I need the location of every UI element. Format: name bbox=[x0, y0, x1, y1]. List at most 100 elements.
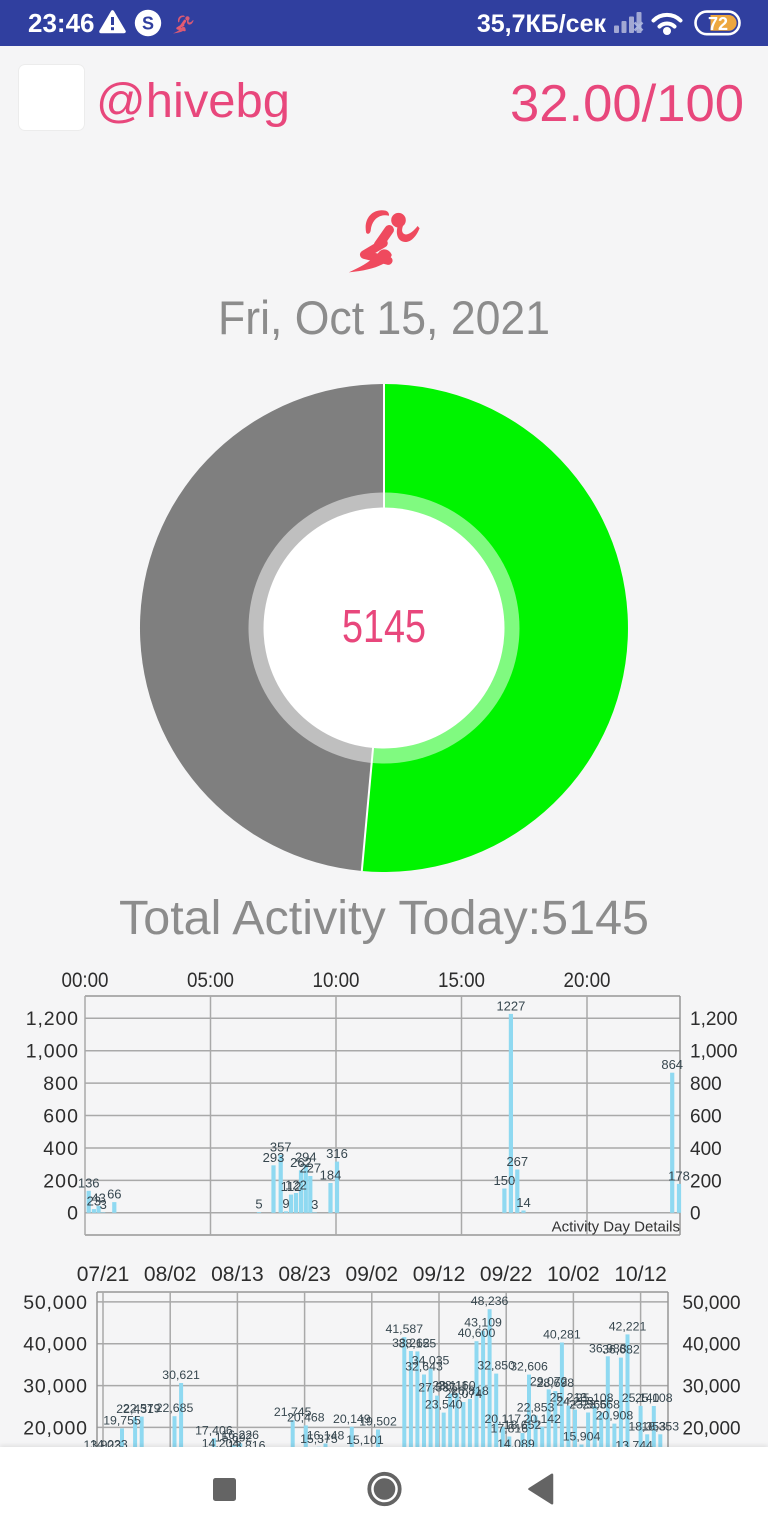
svg-text:23: 23 bbox=[87, 1194, 101, 1209]
svg-text:600: 600 bbox=[43, 1105, 78, 1127]
svg-text:864: 864 bbox=[661, 1057, 683, 1072]
svg-text:Fri, Oct 15, 2021: Fri, Oct 15, 2021 bbox=[218, 291, 550, 344]
svg-text:0: 0 bbox=[690, 1204, 701, 1225]
svg-text:28,160: 28,160 bbox=[438, 1378, 476, 1392]
svg-text:20,000: 20,000 bbox=[683, 1418, 741, 1439]
svg-text:13,744: 13,744 bbox=[615, 1439, 653, 1453]
svg-text:25,213: 25,213 bbox=[550, 1391, 588, 1405]
svg-text:09/12: 09/12 bbox=[413, 1263, 466, 1286]
svg-text:5: 5 bbox=[255, 1197, 262, 1212]
svg-text:10/12: 10/12 bbox=[614, 1263, 667, 1286]
svg-text:400: 400 bbox=[43, 1138, 78, 1160]
svg-text:26,074: 26,074 bbox=[445, 1387, 483, 1401]
svg-text:16,148: 16,148 bbox=[307, 1429, 345, 1443]
svg-text:23:46: 23:46 bbox=[28, 8, 95, 38]
svg-text:08/23: 08/23 bbox=[278, 1263, 331, 1286]
svg-text:1,200: 1,200 bbox=[26, 1008, 78, 1030]
svg-text:10:00: 10:00 bbox=[313, 969, 360, 992]
svg-text:23,540: 23,540 bbox=[425, 1398, 463, 1412]
svg-text:294: 294 bbox=[295, 1150, 317, 1165]
svg-text:18,353: 18,353 bbox=[641, 1419, 679, 1433]
svg-text:1227: 1227 bbox=[496, 998, 525, 1013]
svg-text:18,353: 18,353 bbox=[628, 1419, 666, 1433]
svg-text:16,226: 16,226 bbox=[221, 1428, 259, 1442]
svg-text:00:00: 00:00 bbox=[62, 969, 109, 992]
svg-text:20,000: 20,000 bbox=[23, 1417, 87, 1439]
svg-text:24,253: 24,253 bbox=[556, 1395, 594, 1409]
svg-text:18,652: 18,652 bbox=[504, 1418, 542, 1432]
svg-text:30,000: 30,000 bbox=[683, 1377, 741, 1398]
svg-text:14,204: 14,204 bbox=[202, 1437, 240, 1451]
svg-text:20,117: 20,117 bbox=[484, 1412, 521, 1426]
svg-text:13,923: 13,923 bbox=[83, 1438, 121, 1452]
svg-text:40,281: 40,281 bbox=[543, 1328, 581, 1342]
svg-text:21,745: 21,745 bbox=[274, 1405, 312, 1419]
svg-text:400: 400 bbox=[690, 1139, 722, 1160]
svg-text:1,000: 1,000 bbox=[690, 1042, 738, 1063]
svg-text:34,035: 34,035 bbox=[412, 1354, 450, 1368]
svg-text:41,587: 41,587 bbox=[385, 1322, 423, 1336]
svg-text:Total Activity Today:5145: Total Activity Today:5145 bbox=[119, 892, 649, 945]
svg-text:25,140: 25,140 bbox=[622, 1391, 660, 1405]
svg-text:25,108: 25,108 bbox=[576, 1391, 614, 1405]
svg-text:293: 293 bbox=[263, 1150, 285, 1165]
svg-text:178: 178 bbox=[668, 1168, 690, 1183]
svg-text:05:00: 05:00 bbox=[187, 969, 234, 992]
svg-text:S: S bbox=[142, 14, 154, 34]
svg-text:17,406: 17,406 bbox=[195, 1423, 233, 1437]
svg-text:20:00: 20:00 bbox=[564, 969, 611, 992]
svg-text:15:00: 15:00 bbox=[438, 969, 485, 992]
svg-text:36,682: 36,682 bbox=[602, 1343, 640, 1357]
svg-text:30,000: 30,000 bbox=[23, 1376, 87, 1398]
svg-text:40,000: 40,000 bbox=[683, 1335, 741, 1356]
svg-text:38,155: 38,155 bbox=[399, 1336, 437, 1350]
svg-text:267: 267 bbox=[506, 1154, 528, 1169]
svg-text:15,375: 15,375 bbox=[300, 1432, 338, 1446]
svg-text:227: 227 bbox=[299, 1161, 321, 1176]
svg-text:19,502: 19,502 bbox=[359, 1415, 397, 1429]
svg-text:66: 66 bbox=[107, 1187, 121, 1202]
svg-text:50,000: 50,000 bbox=[683, 1293, 741, 1314]
svg-text:357: 357 bbox=[270, 1139, 292, 1154]
svg-text:20,149: 20,149 bbox=[333, 1412, 371, 1426]
svg-text:22,685: 22,685 bbox=[156, 1401, 194, 1415]
svg-text:13,816: 13,816 bbox=[228, 1438, 266, 1452]
svg-text:50,000: 50,000 bbox=[23, 1292, 87, 1314]
svg-text:26,818: 26,818 bbox=[451, 1384, 489, 1398]
svg-text:29,072: 29,072 bbox=[530, 1374, 568, 1388]
svg-text:1,200: 1,200 bbox=[690, 1009, 738, 1030]
svg-text:32,850: 32,850 bbox=[477, 1359, 515, 1373]
svg-text:22,579: 22,579 bbox=[123, 1402, 161, 1416]
svg-text:14: 14 bbox=[516, 1195, 530, 1210]
svg-text:800: 800 bbox=[690, 1074, 722, 1095]
svg-text:3: 3 bbox=[311, 1197, 318, 1212]
svg-text:Activity Day Details: Activity Day Details bbox=[552, 1219, 680, 1236]
svg-text:20,468: 20,468 bbox=[287, 1410, 325, 1424]
svg-text:5145: 5145 bbox=[342, 600, 426, 652]
svg-text:27,587: 27,587 bbox=[418, 1381, 456, 1395]
svg-text:10/02: 10/02 bbox=[547, 1263, 600, 1286]
svg-text:136: 136 bbox=[78, 1175, 100, 1190]
svg-text:15,904: 15,904 bbox=[563, 1430, 601, 1444]
svg-text:184: 184 bbox=[320, 1168, 342, 1183]
svg-text:23,568: 23,568 bbox=[582, 1398, 620, 1412]
svg-text:20,142: 20,142 bbox=[523, 1412, 561, 1426]
svg-text:38,262: 38,262 bbox=[392, 1336, 430, 1350]
svg-text:200: 200 bbox=[43, 1170, 78, 1192]
svg-text:15,692: 15,692 bbox=[215, 1430, 253, 1444]
svg-text:22,853: 22,853 bbox=[517, 1401, 555, 1415]
svg-text:112: 112 bbox=[281, 1179, 302, 1194]
svg-text:48,236: 48,236 bbox=[471, 1294, 509, 1308]
svg-text:42,221: 42,221 bbox=[609, 1319, 647, 1333]
svg-text:600: 600 bbox=[690, 1106, 722, 1127]
svg-text:262: 262 bbox=[290, 1155, 312, 1170]
svg-text:1,000: 1,000 bbox=[26, 1041, 78, 1063]
svg-text:30,621: 30,621 bbox=[162, 1368, 200, 1382]
svg-text:3: 3 bbox=[100, 1197, 107, 1212]
svg-text:15,101: 15,101 bbox=[346, 1433, 384, 1447]
svg-text:14,089: 14,089 bbox=[497, 1437, 535, 1451]
svg-text:122: 122 bbox=[285, 1178, 307, 1193]
svg-text:32,643: 32,643 bbox=[405, 1360, 443, 1374]
svg-text:32,606: 32,606 bbox=[510, 1360, 548, 1374]
svg-text:316: 316 bbox=[326, 1146, 348, 1161]
